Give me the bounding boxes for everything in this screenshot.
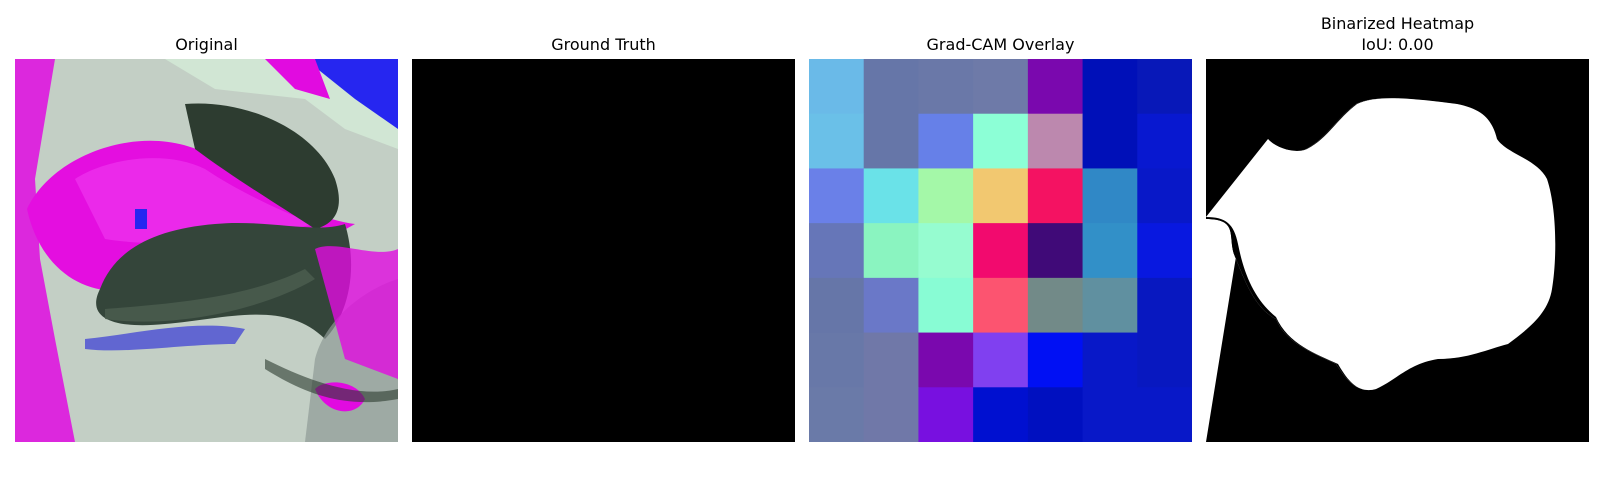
gradcam-cell [1082,387,1138,442]
gradcam-cell [809,59,865,115]
gradcam-cell [809,332,865,388]
gradcam-cell [918,332,974,388]
gradcam-cell [973,332,1029,388]
gradcam-cell [863,223,919,279]
gradcam-cell [918,113,974,169]
binarized-heatmap [1206,59,1589,442]
gradcam-cell [1137,387,1192,442]
gradcam-cell [1082,113,1138,169]
gradcam-cell [1027,332,1084,388]
gradcam-cell [1027,277,1084,334]
gradcam-cell [863,277,919,334]
binarized-heatmap-mask [1206,59,1556,442]
gradcam-cell [809,277,865,334]
original-leaf-illustration [15,59,398,442]
gradcam-cell [1137,113,1192,169]
gradcam-cell [918,277,974,334]
gradcam-cell [1137,277,1192,334]
gradcam-cell [809,113,865,169]
gradcam-cell [863,168,919,224]
gradcam-cell [973,59,1029,115]
gradcam-heatmap-grid [809,59,1192,442]
panel-subtitle-iou: IoU: 0.00 [1361,35,1434,54]
gradcam-cell [809,223,865,279]
panel-title-gradcam-overlay: Grad-CAM Overlay [926,35,1075,54]
gradcam-cell [918,223,974,279]
gradcam-cell [1137,59,1192,115]
gradcam-cell [918,387,974,442]
gradcam-cell [863,332,919,388]
gradcam-cell [1137,332,1192,388]
gradcam-cell [863,59,919,115]
gradcam-cell [1082,168,1138,224]
gradcam-cell [1027,223,1084,279]
gradcam-cell [973,223,1029,279]
gradcam-cell [918,59,974,115]
panel-title-binarized-heatmap: Binarized Heatmap [1320,14,1475,33]
gradcam-cell [973,168,1029,224]
gradcam-cell [1027,113,1084,169]
ground-truth-mask [412,59,795,442]
gradcam-cell [973,113,1029,169]
gradcam-cell [973,277,1029,334]
panel-title-original: Original [175,35,238,54]
gradcam-cell [973,387,1029,442]
gradcam-overlay [809,59,1192,442]
original-image [15,59,398,442]
gradcam-cell [1137,168,1192,224]
gradcam-cell [1082,59,1138,115]
gradcam-cell [1137,223,1192,279]
gradcam-cell [863,113,919,169]
gradcam-cell [1082,223,1138,279]
gradcam-cell [1027,59,1084,115]
gradcam-cell [1082,332,1138,388]
gradcam-cell [1027,168,1084,224]
gradcam-cell [809,168,865,224]
gradcam-cell [863,387,919,442]
gradcam-cell [1082,277,1138,334]
gradcam-cell [918,168,974,224]
gradcam-cell [1027,387,1084,442]
gradcam-cell [809,387,865,442]
panel-title-ground-truth: Ground Truth [551,35,656,54]
